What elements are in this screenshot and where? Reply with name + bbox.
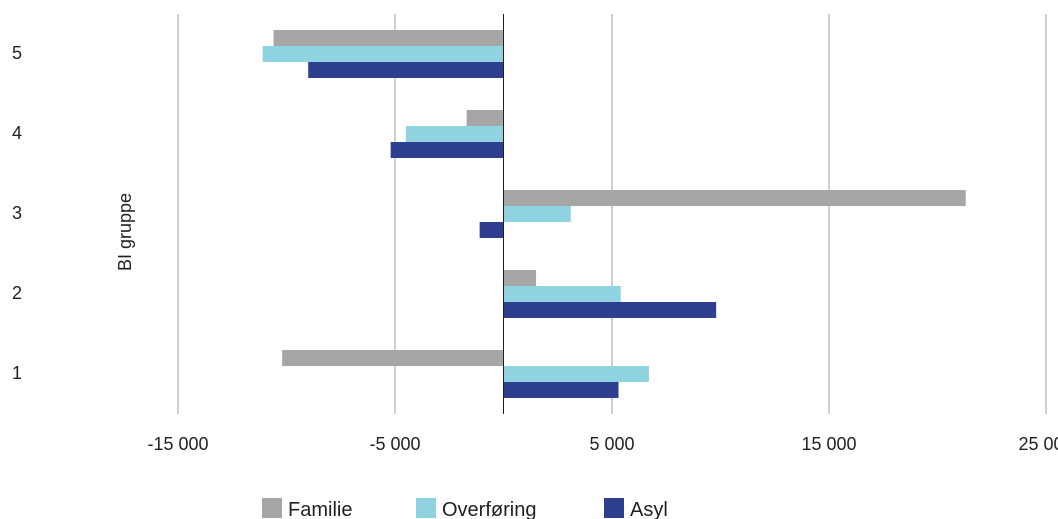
y-tick-label-1: 1 (12, 363, 22, 383)
bar-overf-ring-1 (503, 366, 649, 382)
bars (262, 30, 966, 398)
legend-label-overf-ring: Overføring (442, 499, 536, 519)
legend-label-asyl: Asyl (630, 499, 668, 519)
legend-swatch-asyl (604, 498, 624, 518)
x-tick-labels: -15 000 -5 000 5 000 15 000 25 000 (147, 434, 1058, 454)
bar-familie-1 (282, 350, 504, 366)
y-tick-labels: 1 2 3 4 5 (12, 43, 22, 383)
bar-familie-2 (503, 270, 537, 286)
bar-familie-4 (466, 110, 504, 126)
y-tick-label-2: 2 (12, 283, 22, 303)
bar-asyl-3 (479, 222, 504, 238)
bar-overf-ring-5 (262, 46, 504, 62)
x-tick-label-4: 25 000 (1018, 434, 1058, 454)
y-tick-label-4: 4 (12, 123, 22, 143)
legend: Familie Overføring Asyl (262, 498, 668, 519)
bar-familie-3 (503, 190, 966, 206)
gridlines (177, 14, 1047, 414)
bar-asyl-2 (503, 302, 717, 318)
y-axis-label: BI gruppe (115, 193, 135, 271)
legend-label-familie: Familie (288, 499, 352, 519)
bar-asyl-4 (390, 142, 504, 158)
bar-overf-ring-4 (405, 126, 504, 142)
bar-familie-5 (273, 30, 504, 46)
legend-swatch-overf-ring (416, 498, 436, 518)
y-tick-label-3: 3 (12, 203, 22, 223)
legend-swatch-familie (262, 498, 282, 518)
bar-asyl-5 (308, 62, 504, 78)
bar-overf-ring-2 (503, 286, 621, 302)
bar-overf-ring-3 (503, 206, 571, 222)
x-tick-label-0: -15 000 (147, 434, 208, 454)
x-tick-label-3: 15 000 (801, 434, 856, 454)
y-tick-label-5: 5 (12, 43, 22, 63)
bar-asyl-1 (503, 382, 619, 398)
x-tick-label-1: -5 000 (369, 434, 420, 454)
x-tick-label-2: 5 000 (589, 434, 634, 454)
